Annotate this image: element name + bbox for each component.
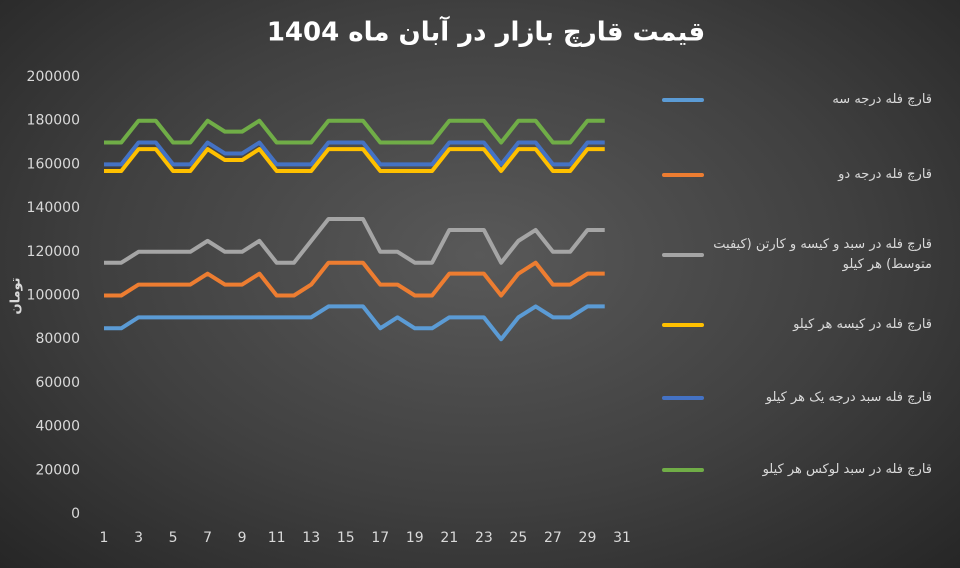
legend-label: قارچ فله در کیسه هر کیلو <box>793 317 932 332</box>
legend-item: قارچ فله درجه دو <box>662 165 932 185</box>
legend-label: قارچ فله در سبد لوکس هر کیلو <box>762 462 932 477</box>
legend-item: قارچ فله در سبد و کیسه و کارتن (کیفیت مت… <box>662 235 932 275</box>
legend-item: قارچ فله در سبد لوکس هر کیلو <box>662 460 932 480</box>
legend-swatch <box>662 173 704 177</box>
x-tick-label: 21 <box>440 530 458 546</box>
y-tick-label: 160000 <box>27 156 80 172</box>
y-tick-label: 20000 <box>35 462 80 478</box>
x-tick-label: 31 <box>613 530 631 546</box>
x-tick-label: 7 <box>203 530 212 546</box>
y-tick-label: 100000 <box>27 288 80 304</box>
series-line <box>104 304 605 342</box>
y-tick-label: 80000 <box>35 331 80 347</box>
legend-label: قارچ فله درجه دو <box>838 167 932 182</box>
x-tick-label: 3 <box>134 530 143 546</box>
series-line <box>104 217 605 265</box>
legend-swatch <box>662 253 704 257</box>
y-tick-label: 180000 <box>27 113 80 129</box>
x-tick-label: 23 <box>475 530 493 546</box>
series-line <box>104 260 605 298</box>
legend-swatch <box>662 468 704 472</box>
x-tick-label: 29 <box>579 530 597 546</box>
y-tick-label: 140000 <box>27 200 80 216</box>
legend-label: قارچ فله در سبد و کیسه و کارتن (کیفیت مت… <box>713 237 932 272</box>
x-tick-label: 27 <box>544 530 562 546</box>
legend-swatch <box>662 396 704 400</box>
x-tick-label: 15 <box>337 530 355 546</box>
series-line <box>104 147 605 173</box>
x-tick-label: 25 <box>509 530 527 546</box>
legend-label: قارچ فله درجه سه <box>832 92 932 107</box>
y-tick-label: 40000 <box>35 419 80 435</box>
x-tick-label: 11 <box>268 530 286 546</box>
legend-item: قارچ فله سبد درجه یک هر کیلو <box>662 388 932 408</box>
legend-swatch <box>662 323 704 327</box>
legend-item: قارچ فله درجه سه <box>662 90 932 110</box>
x-tick-label: 9 <box>238 530 247 546</box>
x-tick-label: 17 <box>371 530 389 546</box>
series-line <box>104 140 605 167</box>
chart-title: قیمت قارچ بازار در آبان ماه 1404 <box>267 16 705 48</box>
x-tick-label: 19 <box>406 530 424 546</box>
legend-swatch <box>662 98 704 102</box>
x-tick-label: 5 <box>169 530 178 546</box>
x-tick-label: 13 <box>302 530 320 546</box>
y-tick-label: 60000 <box>35 375 80 391</box>
x-tick-label: 1 <box>100 530 109 546</box>
y-tick-label: 120000 <box>27 244 80 260</box>
y-tick-label: 0 <box>71 506 80 522</box>
legend-item: قارچ فله در کیسه هر کیلو <box>662 315 932 335</box>
y-axis-label: تومان <box>9 277 24 314</box>
legend-label: قارچ فله سبد درجه یک هر کیلو <box>765 390 932 405</box>
series-line <box>104 118 605 145</box>
y-tick-label: 200000 <box>27 69 80 85</box>
